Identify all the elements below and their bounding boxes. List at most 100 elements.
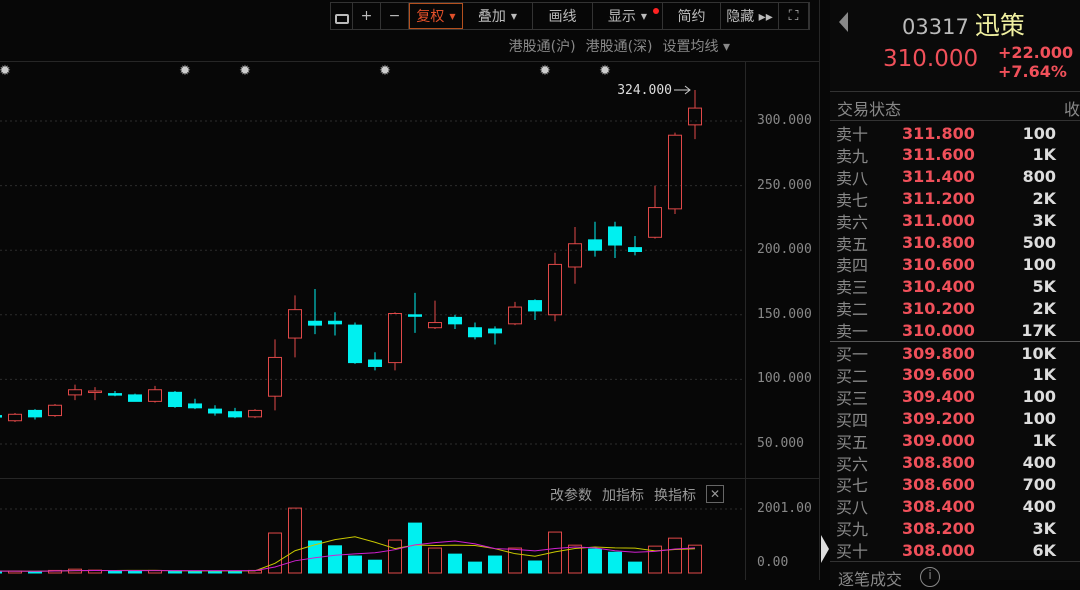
close-indicator-icon[interactable]: ✕	[706, 485, 724, 503]
volume-bar	[668, 537, 682, 574]
volume-bar	[448, 553, 462, 574]
toolbar-button-4[interactable]: 叠加 ▼	[463, 3, 533, 29]
toolbar-label: 复权	[416, 9, 445, 25]
level-price: 309.000	[902, 431, 975, 451]
switch-indicator-button[interactable]: 换指标	[654, 488, 696, 504]
candle-body	[688, 107, 702, 126]
status-right-label: 收	[1064, 100, 1080, 119]
candle-body	[468, 327, 482, 338]
ask-row: 卖二 310.200 2K	[836, 297, 1080, 320]
candle-body	[548, 263, 562, 316]
level-label: 卖三	[836, 278, 869, 298]
candle-body	[628, 247, 642, 252]
unlock-icon	[334, 14, 349, 24]
volume-bar	[428, 547, 442, 574]
ma-settings-dropdown[interactable]: 设置均线 ▾	[662, 39, 730, 55]
link-hk-connect-sh[interactable]: 港股通(沪)	[508, 39, 576, 55]
candle-body	[168, 391, 182, 408]
candle-body	[248, 409, 262, 418]
tick-trades-label[interactable]: 逐笔成交	[838, 570, 903, 589]
side-expand-icon[interactable]	[821, 535, 829, 563]
toolbar-label: −	[388, 8, 401, 24]
zoom-out-button[interactable]: −	[381, 3, 409, 29]
level-label: 卖九	[836, 146, 869, 166]
level-price: 310.600	[902, 254, 975, 274]
volume-bar	[648, 545, 662, 574]
bid-row: 买十 308.000 6K	[836, 539, 1080, 562]
candle-body	[68, 389, 82, 396]
event-marker-icon: ✹	[239, 63, 251, 79]
level-volume: 1K	[1032, 365, 1056, 385]
volume-bar	[48, 569, 62, 574]
candle-body	[528, 300, 542, 312]
level-label: 卖十	[836, 125, 869, 144]
volume-bar	[608, 551, 622, 574]
level-label: 卖五	[836, 234, 869, 254]
toolbar-label: +	[360, 8, 373, 24]
indicator-controls: 改参数 加指标 换指标 ✕	[550, 485, 724, 505]
bid-row: 买三 309.400 100	[836, 386, 1080, 408]
candle-body	[108, 393, 122, 396]
toolbar-button-3[interactable]: 复权 ▼	[409, 3, 463, 29]
candle-body	[28, 409, 42, 418]
fullscreen-button[interactable]: ⛶	[779, 3, 809, 29]
stock-code: 03317	[902, 15, 969, 39]
event-marker-icon: ✹	[379, 63, 391, 79]
ask-row: 卖五 310.800 500	[836, 232, 1080, 254]
event-marker-icon: ✹	[179, 63, 191, 79]
chart-toolbar: + − 复权 ▼ 叠加 ▼ 画线 显示 ▼ 简约 隐藏 ▸▸ ⛶	[330, 2, 810, 30]
volume-bar	[508, 547, 522, 574]
candle-body	[48, 404, 62, 417]
level-volume: 1K	[1032, 145, 1056, 165]
event-marker-icon: ✹	[599, 63, 611, 79]
toolbar-button-7[interactable]: 简约	[663, 3, 721, 29]
level-price: 310.800	[902, 233, 975, 252]
toolbar-button-6[interactable]: 显示 ▼	[593, 3, 663, 29]
level-volume: 400	[1022, 453, 1056, 472]
volume-bar	[688, 544, 702, 574]
toolbar-button-8[interactable]: 隐藏 ▸▸	[721, 3, 779, 29]
level-volume: 100	[1022, 254, 1056, 274]
toolbar-label: 隐藏 ▸▸	[726, 9, 773, 25]
level-volume: 5K	[1032, 276, 1056, 296]
level-price: 308.200	[902, 518, 975, 538]
candle-body	[568, 243, 582, 268]
back-arrow-icon[interactable]	[839, 12, 848, 32]
volume-tick-label: 2001.00	[757, 501, 812, 516]
level-price: 308.600	[902, 474, 975, 494]
last-price: 310.000	[883, 46, 979, 72]
add-indicator-button[interactable]: 加指标	[602, 488, 644, 504]
toolbar-label: 显示	[607, 9, 636, 25]
level-volume: 2K	[1032, 189, 1056, 209]
edit-params-button[interactable]: 改参数	[550, 488, 592, 504]
level-label: 买一	[836, 345, 869, 364]
toolbar-label: 简约	[677, 9, 706, 25]
zoom-in-button[interactable]: +	[353, 3, 381, 29]
level-label: 买七	[836, 476, 869, 496]
bid-row: 买四 309.200 100	[836, 408, 1080, 430]
ask-row: 卖七 311.200 2K	[836, 188, 1080, 210]
y-tick-label: 250.000	[757, 177, 812, 193]
level-price: 309.200	[902, 409, 975, 429]
candle-body	[148, 389, 162, 402]
candlestick-chart[interactable]: ✹ ✹ ✹ ✹ ✹ ✹ 324.000	[0, 0, 820, 580]
toolbar-label: 画线	[548, 9, 577, 25]
unlock-button[interactable]	[331, 3, 353, 29]
toolbar-button-5[interactable]: 画线	[533, 3, 593, 29]
ask-row: 卖十 311.800 100	[836, 122, 1080, 145]
ask-row: 卖四 310.600 100	[836, 253, 1080, 276]
level-price: 311.600	[902, 145, 975, 165]
link-hk-connect-sz[interactable]: 港股通(深)	[585, 39, 653, 55]
percent-change: +7.64%	[998, 62, 1067, 81]
info-icon[interactable]: i	[920, 567, 940, 587]
ask-row: 卖一 310.000 17K	[836, 319, 1080, 342]
level-volume: 3K	[1032, 211, 1056, 231]
level-label: 买九	[836, 520, 869, 540]
candle-body	[348, 324, 362, 364]
level-volume: 1K	[1032, 431, 1056, 451]
volume-bar	[328, 545, 342, 574]
notification-dot	[653, 8, 659, 14]
level-label: 买二	[836, 366, 869, 386]
candle-body	[388, 313, 402, 364]
level-price: 311.400	[902, 167, 975, 187]
